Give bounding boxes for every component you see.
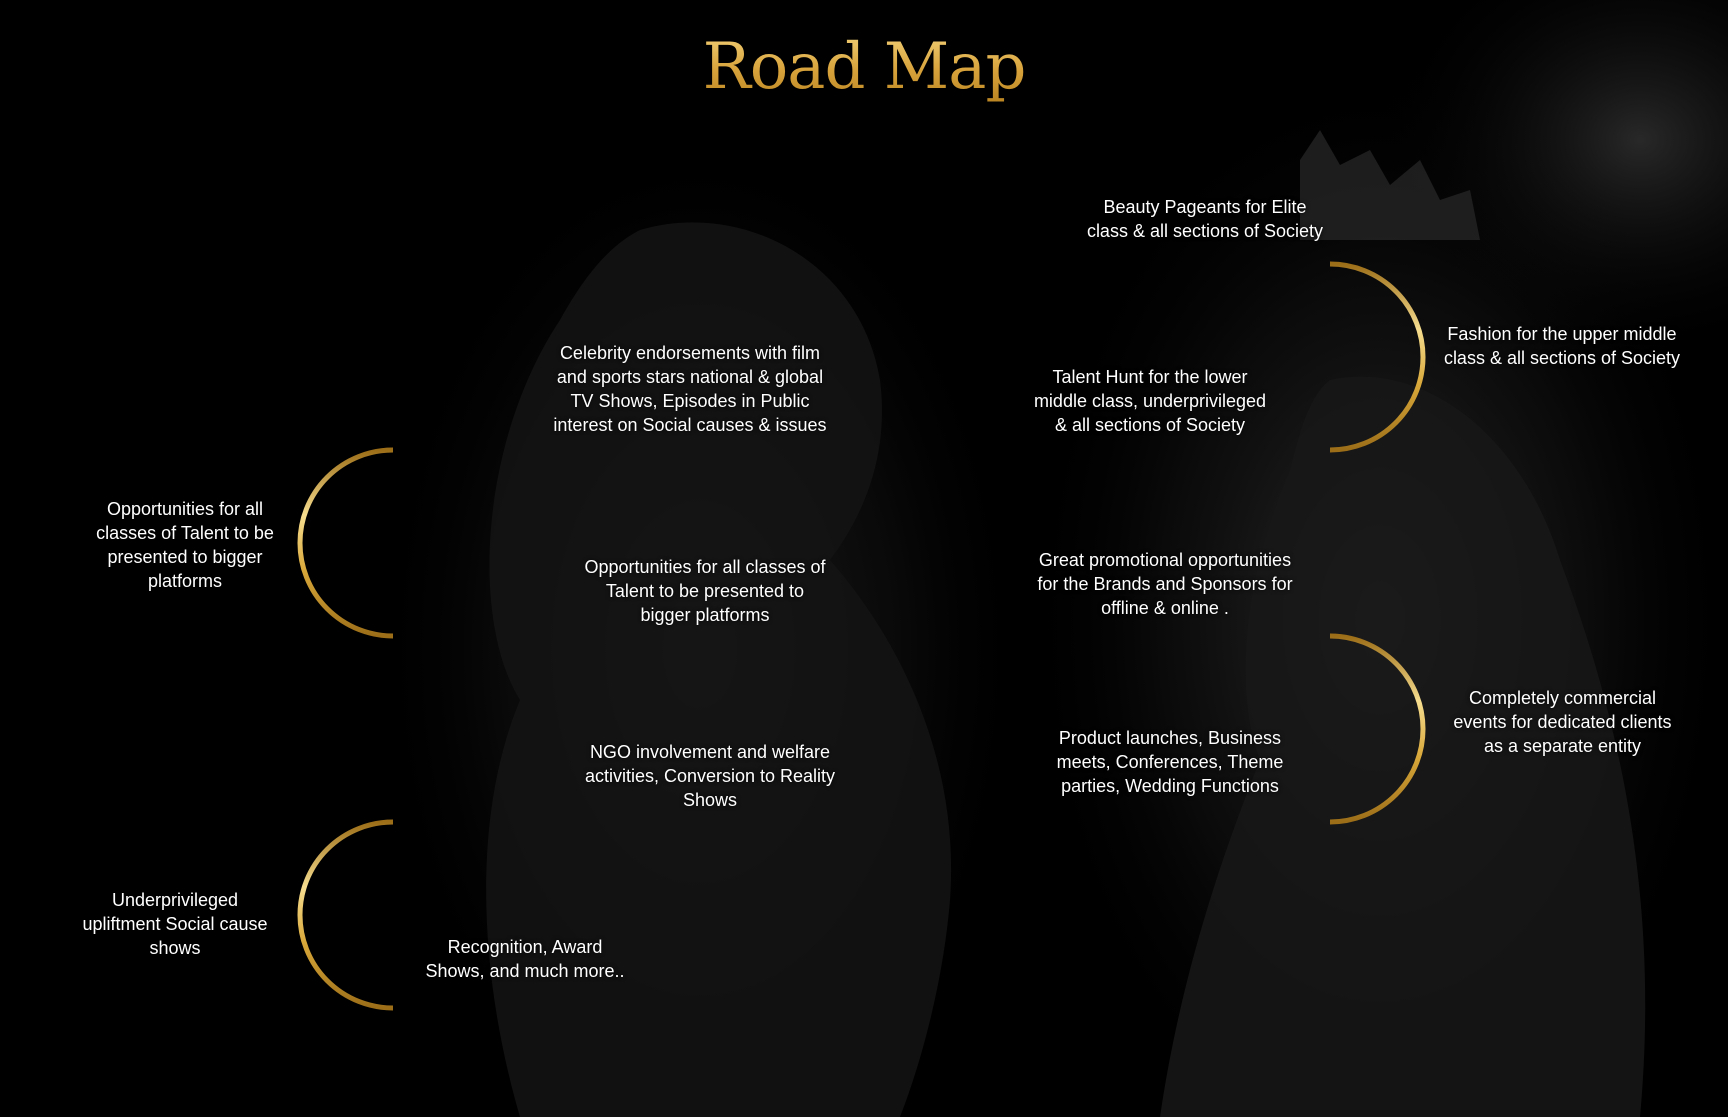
milestone-promotional: Great promotional opportunities for the … [1037,550,1293,618]
milestone-celebrity: Celebrity endorsements with film and spo… [553,343,827,435]
road-turn-right-2 [1329,633,1426,825]
road-turn-left-1 [297,447,394,639]
road-turn-right-1 [1329,261,1426,453]
milestone-fashion: Fashion for the upper middle class & all… [1443,324,1681,368]
milestone-talent-hunt: Talent Hunt for the lower middle class, … [1033,367,1267,435]
milestone-commercial: Completely commercial events for dedicat… [1453,688,1672,756]
milestone-elite-pageants: Beauty Pageants for Elite class & all se… [1086,197,1324,241]
page-title: Road Map [0,30,1728,104]
road-turn-left-2 [297,819,394,1011]
milestone-opportunities-center: Opportunities for all classes of Talent … [584,557,826,625]
milestone-ngo: NGO involvement and welfare activities, … [584,742,836,810]
milestone-underprivileged: Underprivileged upliftment Social cause … [82,890,268,958]
milestone-opportunities-left: Opportunities for all classes of Talent … [96,499,274,591]
milestone-product-launches: Product launches, Business meets, Confer… [1056,728,1284,796]
milestone-recognition: Recognition, Award Shows, and much more.… [425,937,625,981]
